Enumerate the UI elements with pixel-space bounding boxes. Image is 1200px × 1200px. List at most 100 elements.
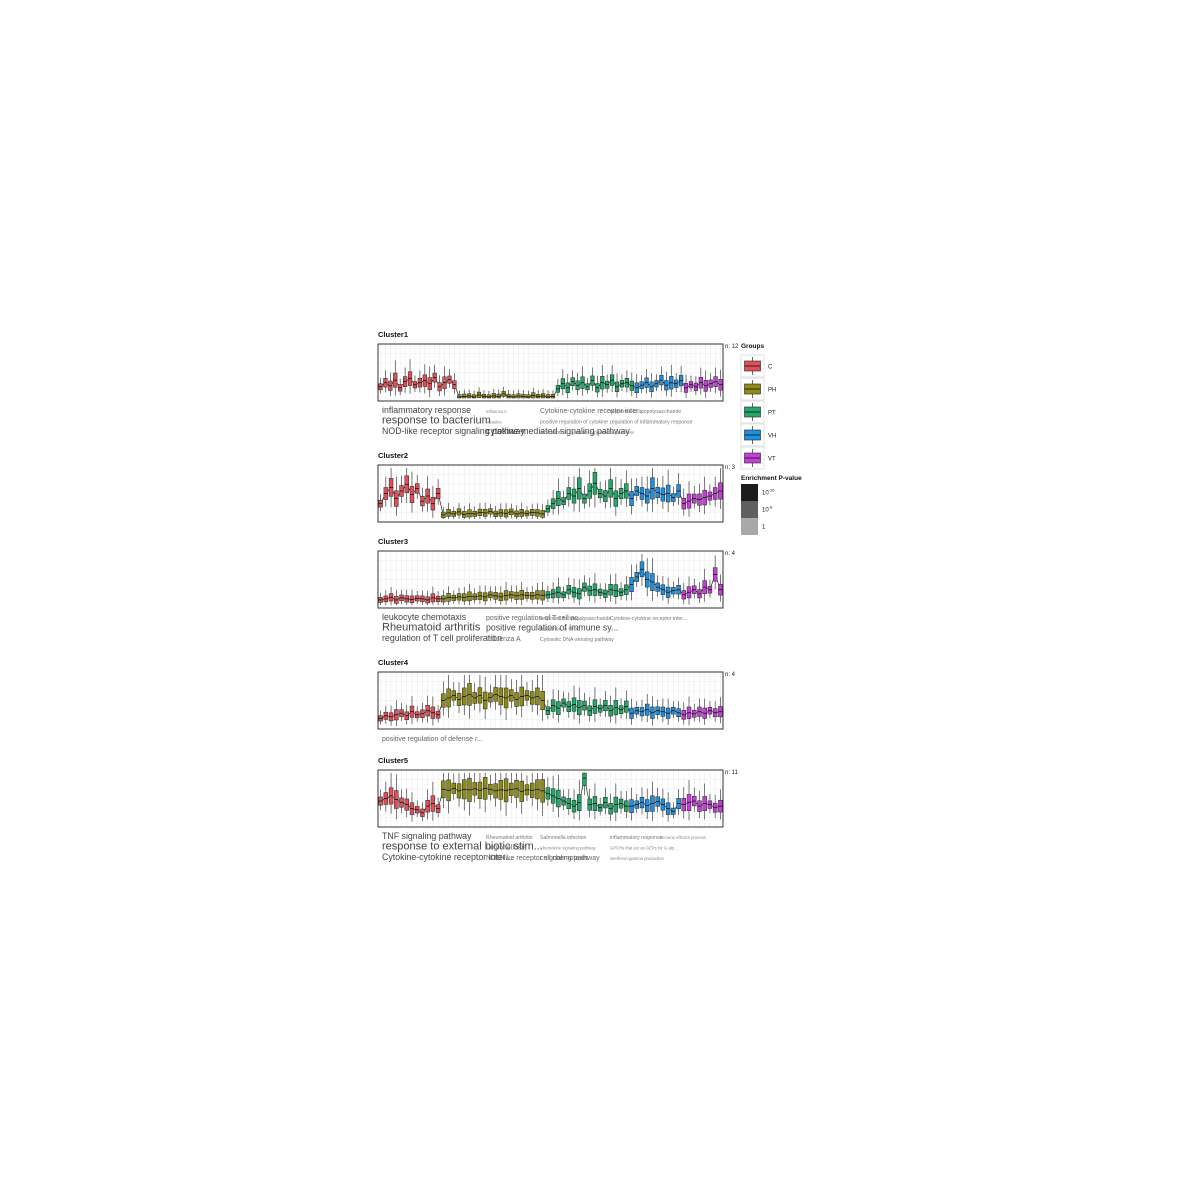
box-mark bbox=[624, 370, 629, 393]
box-mark bbox=[644, 558, 650, 597]
box-mark bbox=[394, 590, 399, 605]
box-mark bbox=[577, 687, 582, 724]
box-mark bbox=[650, 468, 655, 512]
box-body bbox=[496, 393, 501, 399]
box-mark bbox=[664, 371, 669, 396]
box-mark bbox=[629, 372, 634, 397]
box-mark bbox=[477, 773, 483, 809]
box-mark bbox=[610, 365, 615, 392]
enrichment-term: regulation of inflammatory response bbox=[610, 420, 693, 426]
box-mark bbox=[404, 589, 409, 605]
box-mark bbox=[634, 701, 639, 719]
box-mark bbox=[435, 591, 441, 605]
box-mark bbox=[639, 699, 645, 722]
plot-frame bbox=[377, 464, 724, 523]
enrichment-term: TNF signaling pathway bbox=[382, 831, 472, 841]
box-mark bbox=[671, 581, 676, 599]
box-mark bbox=[718, 369, 723, 397]
box-mark bbox=[712, 701, 718, 722]
panel-title: Cluster3 bbox=[378, 537, 408, 546]
box-mark bbox=[393, 360, 398, 396]
box-mark bbox=[437, 375, 442, 396]
box-mark bbox=[378, 378, 383, 394]
box-mark bbox=[388, 586, 394, 605]
box-mark bbox=[524, 681, 530, 706]
box-mark bbox=[619, 374, 625, 392]
box-mark bbox=[692, 485, 697, 509]
box-mark bbox=[650, 781, 655, 821]
pvalue-exponent: -8 bbox=[769, 505, 773, 510]
legend-group-item: VH bbox=[740, 423, 776, 447]
box-mark bbox=[472, 773, 477, 803]
pvalue-legend-item: 10-16 bbox=[741, 484, 775, 501]
box-mark bbox=[388, 372, 393, 397]
legend-group-label: PH bbox=[768, 388, 776, 394]
box-mark bbox=[597, 583, 603, 600]
box-mark bbox=[660, 698, 666, 723]
box-mark bbox=[613, 783, 619, 822]
box-mark bbox=[592, 573, 598, 603]
pvalue-swatch bbox=[741, 484, 758, 501]
box-mark bbox=[425, 695, 430, 723]
box-mark bbox=[592, 468, 598, 508]
box-mark bbox=[430, 696, 436, 726]
box-mark bbox=[526, 390, 531, 399]
box-mark bbox=[493, 586, 498, 604]
box-mark bbox=[561, 789, 566, 811]
legend-group-item: C bbox=[740, 354, 773, 378]
box-mark bbox=[697, 698, 702, 723]
enrichment-term: Influenza A bbox=[486, 409, 507, 414]
box-mark bbox=[477, 585, 483, 605]
box-mark bbox=[472, 390, 477, 399]
box-mark bbox=[482, 773, 488, 813]
box-mark bbox=[550, 490, 556, 515]
enrichment-term: Salmonella infection bbox=[540, 835, 587, 841]
box-mark bbox=[624, 690, 629, 720]
box-mark bbox=[383, 476, 389, 507]
box-mark bbox=[654, 374, 659, 392]
box-mark bbox=[605, 374, 610, 393]
box-mark bbox=[571, 789, 577, 820]
box-mark bbox=[430, 781, 436, 821]
box-mark bbox=[399, 703, 404, 722]
box-mark bbox=[498, 503, 504, 519]
box-mark bbox=[409, 792, 415, 822]
box-mark bbox=[688, 375, 694, 392]
box-mark bbox=[404, 704, 409, 725]
box-mark bbox=[432, 364, 437, 388]
box-mark bbox=[529, 503, 535, 519]
box-mark bbox=[692, 703, 697, 722]
box-mark bbox=[498, 773, 504, 811]
box-mark bbox=[467, 389, 472, 399]
box-mark bbox=[577, 779, 582, 821]
box-mark bbox=[592, 687, 598, 722]
box-mark bbox=[496, 389, 501, 399]
box-mark bbox=[671, 486, 676, 507]
box-mark bbox=[671, 802, 676, 819]
box-mark bbox=[702, 698, 707, 725]
box-mark bbox=[613, 476, 619, 516]
enrichment-term: positive regulation of immune sy... bbox=[486, 623, 618, 633]
box-mark bbox=[472, 682, 477, 710]
box-mark bbox=[430, 586, 436, 605]
box-mark bbox=[446, 502, 451, 519]
box-mark bbox=[679, 365, 684, 393]
box-mark bbox=[592, 783, 598, 820]
box-mark bbox=[482, 502, 488, 519]
box-mark bbox=[571, 578, 577, 603]
box-mark bbox=[561, 691, 566, 713]
box-mark bbox=[378, 789, 383, 811]
box-mark bbox=[486, 390, 491, 399]
enrichment-term: Cytokine-cytokine receptor inter... bbox=[382, 852, 513, 862]
box-mark bbox=[550, 582, 556, 603]
box-mark bbox=[446, 773, 451, 814]
enrichment-term: immune effector process bbox=[660, 835, 706, 840]
box-mark bbox=[545, 777, 551, 807]
legend-group-item: VT bbox=[740, 446, 776, 470]
box-mark bbox=[414, 800, 420, 818]
box-mark bbox=[618, 582, 624, 601]
box-mark bbox=[702, 783, 707, 820]
plot-frame bbox=[377, 769, 724, 828]
box-body bbox=[457, 394, 462, 399]
